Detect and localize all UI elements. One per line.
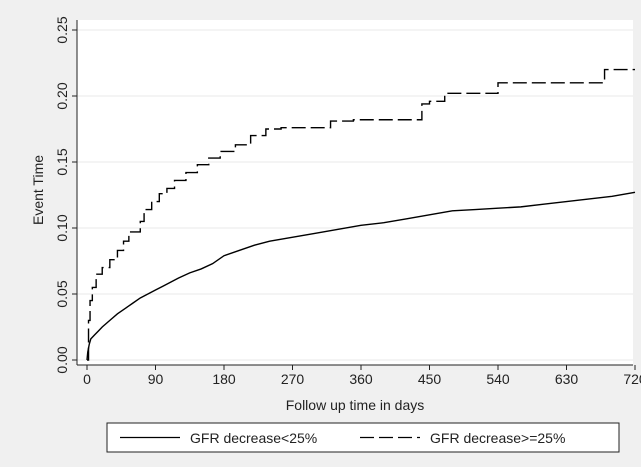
y-tick-label: 0.05 <box>54 280 70 307</box>
y-tick-label: 0.25 <box>54 16 70 43</box>
axes <box>72 20 636 370</box>
x-axis-title: Follow up time in days <box>286 397 425 413</box>
x-tick-label: 360 <box>349 371 373 387</box>
x-tick-label: 450 <box>418 371 442 387</box>
x-tick-label: 90 <box>148 371 164 387</box>
legend-label-gfr-over-25: GFR decrease>=25% <box>430 430 565 446</box>
series-line-gfr-over-25 <box>87 68 635 361</box>
y-tick-label: 0.15 <box>54 148 70 175</box>
y-tick-label: 0.20 <box>54 82 70 109</box>
tick-labels: 0.00 0.05 0.10 0.15 0.20 0.25 0 90 180 270 360 450 5… <box>54 16 641 387</box>
y-axis-title: Event Time <box>30 155 46 225</box>
x-tick-label: 0 <box>83 371 91 387</box>
x-tick-label: 630 <box>555 371 579 387</box>
legend-label-gfr-under-25: GFR decrease<25% <box>190 430 317 446</box>
x-tick-label: 270 <box>281 371 305 387</box>
y-tick-label: 0.00 <box>54 346 70 373</box>
series-line-gfr-under-25 <box>86 191 636 361</box>
legend: GFR decrease<25% GFR decrease>=25% <box>106 422 620 453</box>
y-tick-label: 0.10 <box>54 214 70 241</box>
grid <box>77 29 633 361</box>
x-tick-label: 720 <box>623 371 641 387</box>
x-tick-label: 540 <box>486 371 510 387</box>
plot-area <box>77 20 633 365</box>
x-tick-label: 180 <box>212 371 236 387</box>
series-group <box>86 68 636 361</box>
